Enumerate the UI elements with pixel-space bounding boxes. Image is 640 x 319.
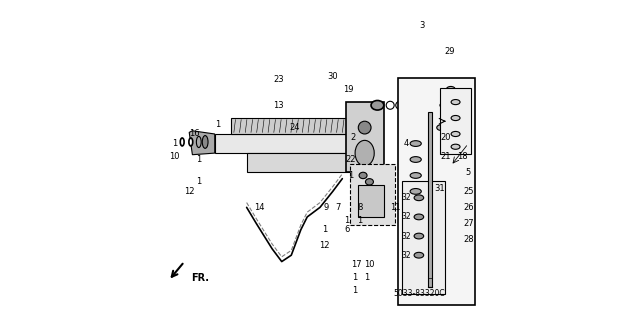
Bar [230,118,349,134]
Ellipse shape [358,121,371,134]
Text: 1: 1 [357,216,362,225]
Text: 1: 1 [172,139,177,148]
Text: 1: 1 [344,216,349,225]
Text: 23: 23 [273,75,284,84]
Ellipse shape [414,214,424,220]
Text: 1: 1 [364,273,369,282]
Ellipse shape [440,102,449,108]
Text: 9: 9 [324,203,329,212]
Polygon shape [189,131,215,155]
Ellipse shape [189,138,193,146]
Text: 1: 1 [322,225,328,234]
Text: 19: 19 [344,85,354,94]
Ellipse shape [407,99,418,112]
Text: 32: 32 [401,251,411,260]
Text: 30: 30 [328,72,338,81]
Text: 2: 2 [351,133,356,142]
Text: 25: 25 [463,187,474,196]
Text: 32: 32 [401,212,411,221]
Text: 6: 6 [344,225,350,234]
Text: 31: 31 [435,184,445,193]
Ellipse shape [371,100,384,110]
Text: 28: 28 [463,235,474,244]
Ellipse shape [414,252,424,258]
Text: 20: 20 [441,133,451,142]
FancyBboxPatch shape [440,88,471,154]
Bar [346,102,384,172]
Ellipse shape [436,125,445,130]
Ellipse shape [202,136,208,148]
Text: 1: 1 [348,171,353,180]
Ellipse shape [365,201,373,207]
Ellipse shape [414,233,424,239]
Ellipse shape [446,109,455,115]
Text: 7: 7 [335,203,340,212]
Ellipse shape [451,144,460,149]
Ellipse shape [359,172,367,179]
Text: 1: 1 [196,155,202,164]
Bar [215,134,381,153]
Text: 4: 4 [403,139,409,148]
Text: 22: 22 [345,155,356,164]
Text: 1: 1 [215,120,221,129]
Ellipse shape [451,100,460,105]
Ellipse shape [410,173,421,178]
Text: 29: 29 [444,47,454,56]
Ellipse shape [386,101,394,109]
Text: 21: 21 [441,152,451,161]
Text: 17: 17 [351,260,362,269]
Text: 8: 8 [357,203,363,212]
Text: 1: 1 [353,286,358,295]
Bar [246,153,349,172]
FancyBboxPatch shape [402,181,445,294]
Ellipse shape [414,195,424,201]
Bar [358,185,384,217]
Text: 11: 11 [390,203,400,212]
Ellipse shape [410,157,421,162]
Text: 12: 12 [184,187,195,196]
Text: FR.: FR. [191,272,209,283]
FancyBboxPatch shape [398,78,475,305]
Ellipse shape [359,195,367,201]
Text: 3: 3 [419,21,425,30]
Text: 18: 18 [457,152,467,161]
Text: 1: 1 [196,177,202,186]
Text: 26: 26 [463,203,474,212]
Ellipse shape [451,131,460,137]
Ellipse shape [446,86,455,92]
Text: 5033-83320C: 5033-83320C [394,289,445,298]
Text: 32: 32 [401,193,411,202]
Ellipse shape [402,101,410,109]
Ellipse shape [451,115,460,121]
Text: 12: 12 [319,241,330,250]
Text: 10: 10 [170,152,180,161]
Text: 24: 24 [289,123,300,132]
Text: 16: 16 [189,130,199,138]
FancyBboxPatch shape [350,164,395,225]
Ellipse shape [410,141,421,146]
Bar [428,112,432,287]
Ellipse shape [396,101,404,109]
Text: 1: 1 [353,273,358,282]
Text: 27: 27 [463,219,474,228]
Text: 13: 13 [273,101,284,110]
Text: 10: 10 [364,260,374,269]
Ellipse shape [355,140,374,166]
Ellipse shape [365,179,373,185]
Ellipse shape [410,189,421,194]
Text: 5: 5 [466,168,471,177]
Text: 32: 32 [401,232,411,241]
Ellipse shape [196,137,201,148]
Text: 14: 14 [254,203,265,212]
Ellipse shape [446,141,455,146]
Ellipse shape [180,138,184,146]
